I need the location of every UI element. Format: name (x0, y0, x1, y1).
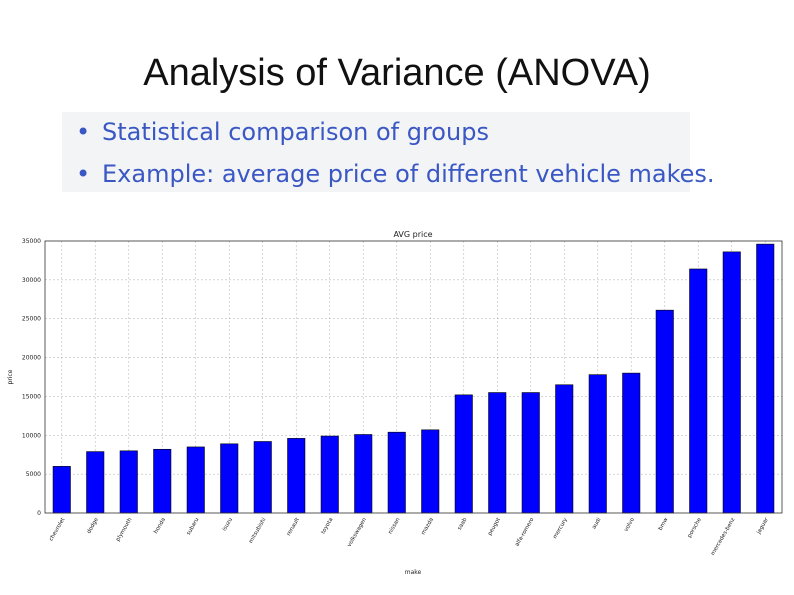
bar (86, 451, 105, 514)
bar (253, 441, 272, 514)
y-tick-labels: 0 5000 10000 15000 20000 25000 30000 35000 (22, 238, 41, 517)
bar-chart: AVG price 0 5000 10000 15000 20000 25000 30000… (7, 230, 783, 576)
x-tick-label: volvo (623, 516, 636, 532)
bar (119, 450, 138, 514)
slide-title: Analysis of Variance (ANOVA) (143, 52, 651, 94)
y-tick-label: 10000 (22, 432, 41, 439)
x-axis-label: make (405, 569, 422, 576)
bar (153, 448, 172, 514)
bullet-panel: • Statistical comparison of groups • Examp… (62, 112, 715, 192)
y-tick-label: 20000 (22, 355, 41, 362)
y-tick-label: 15000 (22, 393, 41, 400)
bar (387, 431, 406, 514)
bar (555, 384, 574, 514)
bullet-dot-icon: • (76, 118, 91, 146)
bar (756, 243, 775, 514)
x-tick-label: toyota (320, 517, 334, 535)
x-tick-label: honda (153, 517, 167, 535)
x-tick-label: nissan (387, 517, 401, 536)
bullet-item: • Example: average price of different veh… (76, 156, 715, 192)
x-tick-label: mercedes-benz (710, 517, 736, 557)
y-axis-label: price (7, 369, 14, 384)
bullet-item: • Statistical comparison of groups (76, 114, 489, 150)
bar (220, 443, 239, 514)
bar (655, 309, 674, 514)
bar (52, 466, 71, 514)
bar (488, 392, 507, 514)
bullet-dot-icon: • (76, 160, 91, 188)
x-tick-label: alfa-romero (514, 516, 535, 547)
bar (588, 374, 607, 514)
chart-title: AVG price (393, 230, 432, 239)
x-tick-label: jaguar (756, 516, 771, 536)
x-tick-label: mercury (552, 516, 569, 539)
x-tick-label: mazda (421, 517, 435, 536)
x-tick-label: bmw (658, 517, 670, 532)
bar (622, 372, 641, 514)
x-tick-label: volkswagen (347, 517, 369, 549)
y-tick-label: 0 (37, 510, 41, 517)
bar (287, 438, 306, 514)
x-tick-label: audi (591, 517, 602, 531)
bar (689, 268, 708, 514)
x-tick-label: porsche (687, 516, 703, 538)
bar (722, 251, 741, 514)
y-tick-label: 30000 (22, 277, 41, 284)
x-tick-label: plymouth (115, 517, 134, 543)
bullet-text: Statistical comparison of groups (102, 118, 489, 146)
bar (320, 435, 339, 514)
bar (521, 392, 540, 514)
x-tick-label: peugot (487, 516, 502, 537)
x-tick-label: chevrolet (48, 516, 66, 542)
x-tick-label: subaru (186, 517, 201, 536)
y-tick-label: 35000 (22, 238, 41, 245)
y-tick-label: 5000 (26, 471, 41, 478)
bar (454, 394, 473, 514)
bars (52, 243, 775, 514)
x-tick-labels: chevrolet dodge plymouth honda subaru isuzu mi… (48, 516, 770, 556)
x-tick-label: dodge (86, 516, 100, 534)
bar (186, 446, 205, 514)
x-tick-label: isuzu (222, 517, 234, 532)
x-tick-label: mitsubishi (248, 517, 268, 545)
plot-frame (44, 240, 783, 514)
x-tick-label: saab (457, 517, 469, 532)
bar (421, 429, 440, 514)
bullet-text: Example: average price of different vehi… (102, 160, 715, 188)
y-tick-label: 25000 (22, 316, 41, 323)
x-tick-label: renault (286, 516, 301, 537)
bar (354, 434, 373, 514)
